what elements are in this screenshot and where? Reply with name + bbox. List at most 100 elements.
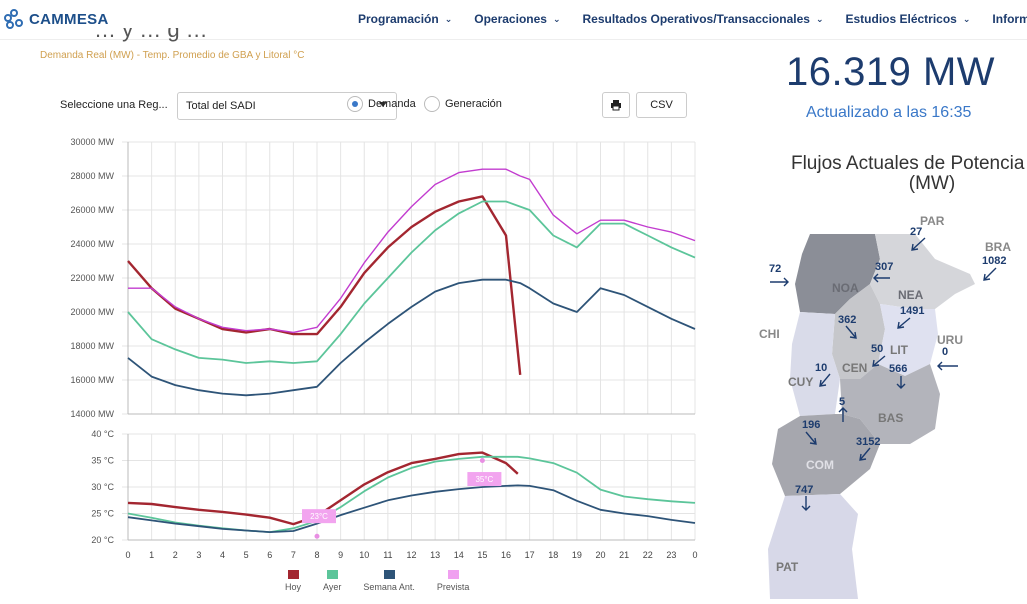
y-tick-label: 26000 MW [70,205,114,215]
region-cen-shape[interactable] [832,284,885,379]
region-pat-shape[interactable] [768,494,858,599]
x-tick-label: 17 [525,550,535,560]
brand-name: CAMMESA [29,10,109,28]
flow-value-cuy-cen: 10 [815,362,827,374]
legend-item-ayer[interactable]: Ayer [323,570,341,592]
arrow-icon [805,431,817,445]
legend-swatch [383,570,395,579]
series-line-hoy [127,195,522,376]
cut-title-text: … y … g … [94,28,208,42]
nav-label: Operaciones [474,12,547,26]
region-label-com: COM [806,458,834,472]
cammesa-logo-icon [4,9,23,29]
argentina-flows-map: NOA NEA CEN LIT CUY BAS COM PAT CHI PAR … [759,214,1011,599]
main-nav: Programación ⌄ Operaciones ⌄ Resultados Op… [358,12,1027,26]
y-tick-label: 20 °C [91,535,114,545]
x-tick-label: 23 [666,550,676,560]
arrow-icon [983,267,997,281]
legend-item-prevista[interactable]: Prevista [437,570,469,592]
x-tick-label: 16 [501,550,511,560]
radio-unselected-icon [424,96,440,112]
arrow-icon [897,317,911,329]
caret-down-icon [379,102,387,107]
print-button[interactable] [602,92,630,118]
region-noa-shape[interactable] [795,234,880,314]
flows-title-line1: Flujos Actuales de Potencia del S [790,153,1027,174]
top-navigation-bar: CAMMESA Programación ⌄ Operaciones ⌄ Resul… [0,0,1027,40]
x-tick-label: 14 [454,550,464,560]
chart-controls: Seleccione una Reg... Total del SADI Dem… [60,92,700,120]
nav-label: Informes y E [992,12,1027,26]
legend-item-hoy[interactable]: Hoy [285,570,301,592]
radio-generacion-label: Generación [445,98,502,110]
region-cuy-shape[interactable] [790,312,840,416]
series-line-hoy [127,451,519,526]
flow-value-nea-noa: 307 [875,261,893,273]
radio-demanda-label: Demanda [368,98,416,110]
legend-item-semana[interactable]: Semana Ant. [363,570,415,592]
region-label-noa: NOA [832,281,859,295]
x-tick-label: 0 [692,550,697,560]
region-nea-shape[interactable] [870,234,975,309]
region-select[interactable]: Total del SADI [177,92,397,120]
region-com-shape[interactable] [772,414,880,496]
arrow-icon [873,273,890,283]
series-line-prevista [128,168,696,334]
last-updated: Actualizado a las 16:35 [806,104,972,121]
y-tick-label: 18000 MW [70,341,114,351]
forecast-temp-badge [467,472,502,487]
arrow-icon [896,376,906,389]
nav-estudios[interactable]: Estudios Eléctricos ⌄ [845,12,970,26]
x-tick-label: 8 [314,550,319,560]
flow-value-bra: 1082 [982,255,1006,267]
nav-informes[interactable]: Informes y E [992,12,1027,26]
x-tick-label: 3 [196,550,201,560]
flows-title: Flujos Actuales de Potencia del S (MW) [732,154,1027,194]
nav-programacion[interactable]: Programación ⌄ [358,12,452,26]
legend-swatch [326,570,338,579]
region-label-uru: URU [937,333,963,347]
arrow-icon [845,325,857,339]
flow-value-lit-bas: 566 [889,363,907,375]
csv-button[interactable]: CSV [636,92,687,118]
x-tick-label: 9 [338,550,343,560]
region-label-nea: NEA [898,288,924,302]
region-label: Seleccione una Reg... [60,99,168,111]
y-tick-label: 24000 MW [70,239,114,249]
region-label-chi: CHI [759,327,780,341]
x-tick-label: 4 [220,550,225,560]
nav-resultados[interactable]: Resultados Operativos/Transaccionales ⌄ [583,12,824,26]
x-tick-label: 21 [619,550,629,560]
arrow-icon [937,361,958,371]
radio-selected-icon [347,96,363,112]
nav-label: Estudios Eléctricos [845,12,957,26]
region-label-par: PAR [920,214,945,228]
legend-swatch [287,570,299,579]
flow-value-cen-com: 5 [839,396,845,408]
series-line-semana-ant- [127,484,696,533]
chevron-down-icon: ⌄ [815,13,824,24]
region-bas-shape[interactable] [840,364,940,444]
y-tick-label: 20000 MW [70,307,114,317]
x-tick-label: 2 [173,550,178,560]
x-tick-label: 7 [291,550,296,560]
nav-operaciones[interactable]: Operaciones ⌄ [474,12,560,26]
forecast-marker [479,458,485,463]
nav-label: Programación [358,12,439,26]
flow-value-nea-lit: 1491 [900,305,924,317]
arrow-icon [770,277,789,287]
series-line-ayer [127,200,696,364]
chevron-down-icon: ⌄ [962,13,971,24]
chart-legend: Hoy Ayer Semana Ant. Prevista [285,570,469,592]
radio-generacion[interactable]: Generación [424,96,502,112]
region-label-bas: BAS [878,411,903,425]
y-tick-label: 14000 MW [70,409,114,419]
x-tick-label: 15 [477,550,487,560]
y-tick-label: 28000 MW [70,171,114,181]
radio-demanda[interactable]: Demanda [347,96,416,112]
region-lit-shape[interactable] [878,304,938,376]
legend-label: Ayer [323,582,342,592]
x-tick-label: 12 [406,550,416,560]
region-label-pat: PAT [776,560,799,574]
brand-logo[interactable]: CAMMESA [4,9,109,29]
